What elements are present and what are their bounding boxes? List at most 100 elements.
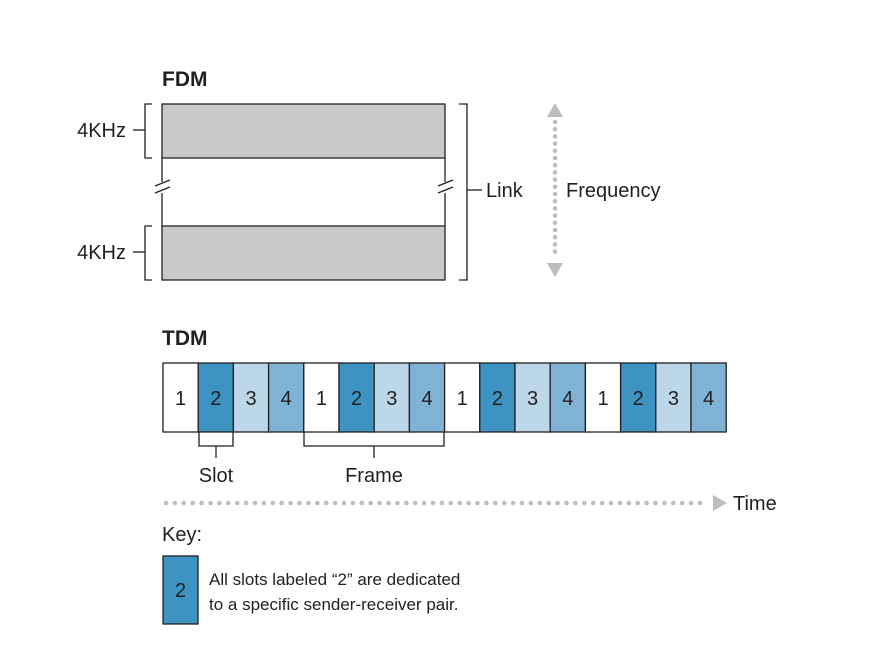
frequency-axis-dot <box>552 119 558 125</box>
time-axis-dot <box>582 500 587 506</box>
time-axis-dot <box>234 500 240 506</box>
time-axis-dot <box>608 500 614 506</box>
key-swatch-label: 2 <box>175 580 186 602</box>
time-axis-dot <box>501 500 507 506</box>
time-axis-dot <box>306 500 311 506</box>
tdm-slot <box>584 362 622 433</box>
time-axis-dot <box>315 500 320 506</box>
time-axis-dot <box>528 500 534 506</box>
tdm-title: TDM <box>162 327 208 350</box>
time-axis-dot <box>626 500 632 506</box>
tdm-slot <box>690 362 727 433</box>
time-axis-dot <box>546 500 551 506</box>
time-axis-dot <box>332 500 338 506</box>
time-axis-dot <box>537 500 543 506</box>
time-axis-dot <box>635 500 640 506</box>
time-axis-dot <box>519 500 525 506</box>
link-bracket <box>459 103 482 281</box>
frequency-axis-dot <box>552 162 558 168</box>
frequency-axis-dot <box>552 177 558 182</box>
time-axis-dot <box>430 500 436 506</box>
time-axis-dot <box>439 500 445 506</box>
frequency-axis-dot <box>552 249 558 254</box>
tdm-slot-label: 1 <box>597 388 608 410</box>
time-axis-dot <box>688 500 694 506</box>
time-axis-dot <box>662 500 667 506</box>
time-axis-dot <box>208 500 213 506</box>
tdm-slot-label: 1 <box>316 388 327 410</box>
time-axis-dot <box>395 500 400 506</box>
time-arrow-right-icon <box>713 495 727 511</box>
frequency-axis-dot <box>552 227 558 233</box>
time-axis-dot <box>697 500 703 506</box>
time-axis-dot <box>617 500 623 506</box>
slot-label: Slot <box>199 465 234 487</box>
time-axis-dot <box>279 500 285 506</box>
frequency-axis-dot <box>552 126 558 132</box>
frequency-axis-dot <box>552 220 558 226</box>
tdm-slot-label: 3 <box>245 388 256 410</box>
time-axis-dot <box>297 500 302 506</box>
frequency-axis-dot <box>552 191 558 197</box>
slot-bracket <box>198 432 234 458</box>
time-axis-dot <box>386 500 391 506</box>
time-axis-dot <box>226 500 231 506</box>
frequency-axis-dot <box>552 141 558 146</box>
time-axis-dot <box>270 500 276 506</box>
fdm-title: FDM <box>162 68 208 91</box>
frequency-arrow-down-icon <box>547 263 563 277</box>
time-axis-dot <box>599 500 605 506</box>
time-axis-dot <box>199 500 204 506</box>
key-description-line-2: to a specific sender-receiver pair. <box>209 595 458 614</box>
tdm-slot-label: 4 <box>562 388 573 410</box>
time-axis-dot <box>448 500 454 506</box>
time-axis-dot <box>163 500 169 506</box>
time-axis-dot <box>671 500 676 506</box>
frequency-axis-dot <box>552 134 558 139</box>
time-axis-dot <box>573 500 578 506</box>
time-axis-dot <box>368 500 374 506</box>
time-axis-dot <box>172 500 178 506</box>
tdm-slot-label: 3 <box>386 388 397 410</box>
tdm-slot-strip: 1 2 3 4 1 2 3 4 1 2 3 4 1 2 3 4 <box>162 362 727 433</box>
frame-bracket <box>303 432 445 458</box>
tdm-slot <box>303 362 340 433</box>
frequency-axis-dot <box>552 170 558 175</box>
frequency-axis-dot <box>552 206 558 211</box>
frequency-axis-arrow <box>547 103 563 277</box>
time-axis-dot <box>466 500 471 506</box>
time-axis-dot <box>323 500 329 506</box>
frequency-label: Frequency <box>566 180 661 202</box>
time-axis-dot <box>243 500 249 506</box>
frequency-axis-dot <box>552 242 558 247</box>
tdm-slot <box>619 362 657 433</box>
frequency-axis-dot <box>552 198 558 204</box>
fdm-link-box <box>154 103 454 281</box>
tdm-slot <box>338 362 375 433</box>
time-axis-dot <box>252 500 258 506</box>
time-axis-dot <box>341 500 347 506</box>
time-axis-dot <box>421 500 427 506</box>
fdm-band-bottom <box>161 225 446 281</box>
frequency-axis-dot <box>552 148 558 154</box>
time-axis-dot <box>493 500 498 506</box>
time-axis-dot <box>217 500 222 506</box>
tdm-slot <box>443 362 481 433</box>
time-axis-dot <box>261 500 267 506</box>
tdm-slot <box>162 362 199 433</box>
tdm-slot-label: 1 <box>175 388 186 410</box>
tdm-slot-label: 2 <box>210 388 221 410</box>
time-axis-dot <box>181 500 187 506</box>
frequency-axis-dot <box>552 213 558 218</box>
tdm-slot <box>197 362 235 433</box>
tdm-slot-label: 2 <box>492 388 503 410</box>
frame-label: Frame <box>345 465 403 487</box>
time-axis-dot <box>359 500 365 506</box>
time-axis-dot <box>404 500 409 506</box>
time-axis-dot <box>457 500 463 506</box>
tdm-slot-label: 3 <box>668 388 679 410</box>
key-title: Key: <box>162 524 202 546</box>
tdm-slot <box>267 362 305 433</box>
time-axis-dot <box>288 500 293 506</box>
